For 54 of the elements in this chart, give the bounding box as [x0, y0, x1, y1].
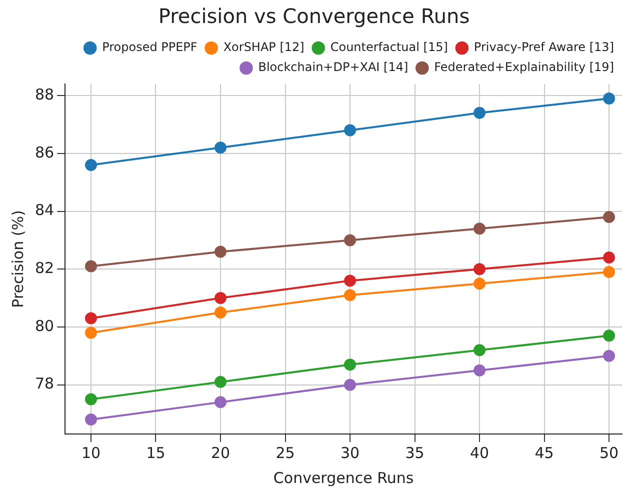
x-tick-label: 50 — [600, 444, 619, 462]
x-tick-label: 35 — [405, 444, 424, 462]
point — [214, 306, 227, 319]
x-tick-label: 30 — [340, 444, 360, 462]
legend-label: XorSHAP [12] — [223, 40, 304, 54]
point — [474, 263, 486, 276]
point — [344, 274, 356, 287]
point — [344, 378, 356, 391]
point — [603, 252, 616, 264]
y-tick-label: 84 — [34, 201, 54, 220]
y-tick-label: 82 — [34, 259, 54, 278]
legend-label: Proposed PPEPF — [102, 40, 198, 54]
point — [214, 246, 227, 258]
y-tick-label: 86 — [34, 143, 54, 162]
point — [603, 211, 616, 224]
point — [84, 393, 97, 406]
point — [84, 312, 97, 324]
point — [474, 278, 486, 290]
x-tick-label: 45 — [534, 444, 554, 462]
chart-title: Precision vs Convergence Runs — [158, 4, 470, 28]
x-tick-label: 20 — [210, 444, 230, 462]
legend-label: Privacy-Pref Aware [13] — [474, 40, 614, 54]
point — [344, 358, 356, 371]
point — [344, 289, 356, 302]
point — [214, 142, 227, 154]
y-tick-label: 78 — [34, 374, 54, 393]
y-axis-title: Precision (%) — [8, 210, 27, 308]
point — [603, 330, 616, 342]
legend-label: Blockchain+DP+XAI [14] — [258, 60, 408, 74]
legend-label: Federated+Explainability [19] — [434, 60, 614, 74]
point — [344, 124, 356, 136]
x-tick-label: 10 — [81, 444, 101, 462]
y-tick-label: 80 — [34, 316, 54, 335]
point — [474, 106, 486, 119]
x-axis-title: Convergence Runs — [273, 468, 414, 487]
x-tick-label: 40 — [470, 444, 490, 462]
point — [84, 414, 97, 426]
point — [474, 344, 486, 356]
point — [474, 364, 486, 376]
point — [344, 234, 356, 246]
point — [603, 266, 616, 278]
point — [214, 376, 227, 388]
point — [474, 222, 486, 235]
point — [603, 350, 616, 362]
point — [603, 92, 616, 104]
point — [84, 326, 97, 339]
point — [214, 396, 227, 408]
x-tick-label: 25 — [276, 444, 295, 462]
point — [214, 292, 227, 304]
x-tick-label: 15 — [146, 444, 166, 462]
point — [84, 158, 97, 171]
y-tick-label: 88 — [34, 85, 54, 104]
point — [84, 260, 97, 272]
legend-label: Counterfactual [15] — [330, 40, 448, 54]
